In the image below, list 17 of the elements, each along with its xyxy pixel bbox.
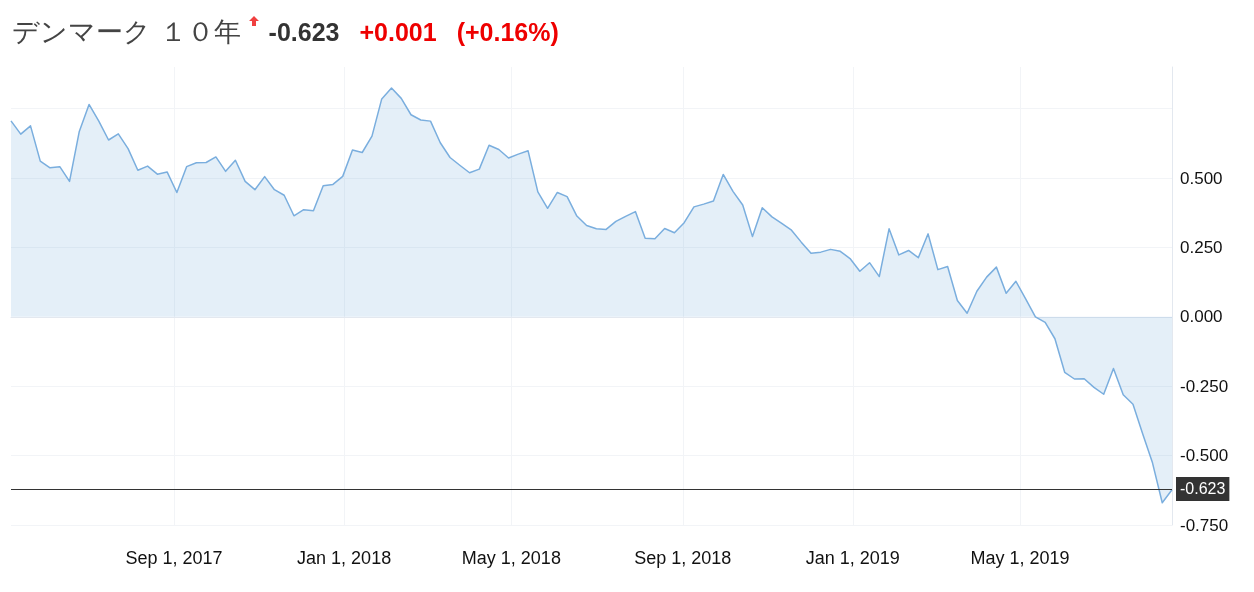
y-tick-label: 0.500 bbox=[1180, 168, 1223, 188]
y-tick-label: 0.250 bbox=[1180, 237, 1223, 257]
text: (+0.16%) bbox=[456, 17, 559, 47]
ref-line-label: -0.623 bbox=[1180, 480, 1226, 498]
x-tick-label: May 1, 2018 bbox=[461, 548, 561, 568]
x-tick-label: Jan 1, 2019 bbox=[805, 548, 900, 568]
x-tick-label: May 1, 2019 bbox=[970, 548, 1070, 568]
y-tick-label: -0.250 bbox=[1180, 376, 1229, 396]
y-tick-label: -0.500 bbox=[1180, 446, 1229, 466]
x-tick-label: Jan 1, 2018 bbox=[297, 548, 392, 568]
text: +0.001 bbox=[359, 17, 437, 47]
x-tick-label: Sep 1, 2018 bbox=[634, 548, 732, 568]
chart-title: デンマーク １０年 bbox=[12, 15, 241, 49]
y-tick-label: 0.000 bbox=[1180, 307, 1223, 327]
y-tick-label: -0.750 bbox=[1180, 515, 1229, 535]
text: -0.623 bbox=[268, 17, 340, 47]
x-tick-label: Sep 1, 2017 bbox=[125, 548, 223, 568]
